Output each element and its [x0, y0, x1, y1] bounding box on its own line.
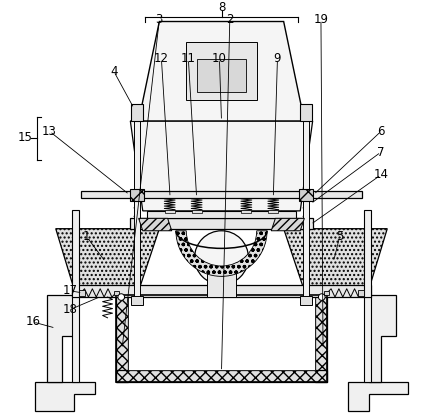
Polygon shape — [56, 229, 159, 297]
Text: 3: 3 — [155, 13, 163, 26]
Polygon shape — [139, 21, 304, 121]
Polygon shape — [47, 295, 74, 382]
Bar — [134, 106, 140, 297]
Polygon shape — [130, 121, 313, 211]
Polygon shape — [139, 218, 172, 231]
Bar — [128, 295, 315, 370]
Text: 12: 12 — [154, 52, 169, 65]
Polygon shape — [369, 295, 396, 382]
Text: 10: 10 — [212, 52, 227, 65]
Bar — [197, 59, 246, 92]
Text: 14: 14 — [373, 168, 389, 181]
Bar — [315, 295, 327, 382]
Bar — [364, 297, 371, 382]
Text: 8: 8 — [218, 1, 225, 14]
Bar — [116, 295, 128, 382]
Bar — [116, 370, 327, 382]
Text: 6: 6 — [377, 125, 385, 138]
Bar — [116, 295, 327, 382]
Bar — [241, 210, 251, 213]
Text: 15: 15 — [17, 131, 32, 144]
Text: 7: 7 — [377, 146, 385, 158]
Bar — [192, 210, 202, 213]
Text: 17: 17 — [63, 284, 78, 297]
Bar — [147, 211, 296, 218]
Bar — [300, 296, 312, 305]
Bar — [303, 106, 309, 297]
Text: 16: 16 — [25, 315, 40, 328]
Text: 9: 9 — [274, 52, 281, 65]
Bar — [72, 297, 79, 382]
Text: 1: 1 — [83, 231, 90, 244]
Text: 5: 5 — [336, 231, 343, 244]
Text: 19: 19 — [314, 13, 328, 26]
Bar — [186, 42, 257, 100]
Text: 2: 2 — [226, 13, 233, 26]
Bar — [131, 105, 143, 121]
Bar — [130, 218, 313, 229]
Text: 18: 18 — [63, 303, 78, 316]
Bar — [129, 189, 144, 200]
Bar — [131, 296, 143, 305]
Bar — [165, 210, 175, 213]
Bar — [207, 266, 236, 297]
Bar — [300, 105, 312, 121]
Circle shape — [194, 231, 249, 285]
Bar — [324, 291, 329, 295]
Polygon shape — [35, 382, 95, 411]
Wedge shape — [176, 231, 267, 276]
Bar — [72, 285, 371, 297]
Bar — [78, 290, 85, 296]
Text: 13: 13 — [42, 125, 57, 138]
Polygon shape — [271, 218, 304, 231]
Bar — [299, 189, 314, 200]
Bar — [268, 210, 278, 213]
Bar — [364, 210, 371, 297]
Bar — [358, 290, 365, 296]
Circle shape — [319, 294, 325, 300]
Text: 11: 11 — [181, 52, 196, 65]
Bar — [114, 291, 119, 295]
Bar — [72, 210, 79, 297]
Bar — [81, 191, 362, 198]
Polygon shape — [348, 382, 408, 411]
Circle shape — [118, 294, 124, 300]
Polygon shape — [284, 229, 387, 297]
Text: 4: 4 — [110, 65, 117, 78]
